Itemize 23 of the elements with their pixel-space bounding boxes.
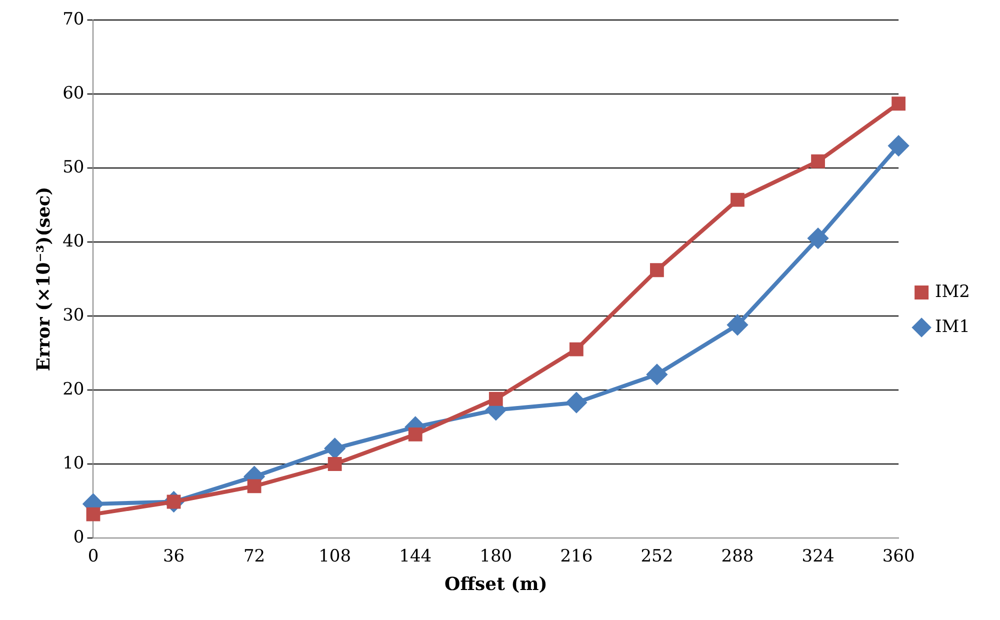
y-tick-label: 70 <box>62 9 84 30</box>
x-tick-label: 180 <box>480 546 512 567</box>
x-tick-label: 360 <box>882 546 915 567</box>
y-tick-label: 60 <box>62 83 84 104</box>
x-tick-label: 216 <box>560 546 593 567</box>
x-tick-label: 72 <box>243 546 266 567</box>
x-tick-label: 0 <box>88 546 99 567</box>
x-axis-title: Offset (m) <box>444 574 548 595</box>
x-tick-label: 324 <box>802 546 834 567</box>
legend-label: IM1 <box>935 316 970 337</box>
y-tick-label: 50 <box>62 157 84 178</box>
x-tick-label: 36 <box>162 546 185 567</box>
x-tick-label: 288 <box>721 546 754 567</box>
y-tick-label: 10 <box>62 453 84 474</box>
y-tick-label: 30 <box>62 305 84 326</box>
y-tick-label: 0 <box>73 527 84 548</box>
y-tick-label: 20 <box>62 379 84 400</box>
y-axis-title: Error (×10⁻³)(sec) <box>33 186 54 372</box>
legend-label: IM2 <box>935 282 970 302</box>
x-tick-label: 108 <box>318 546 352 567</box>
x-tick-label: 252 <box>640 546 674 567</box>
y-tick-label: 40 <box>62 231 84 252</box>
x-tick-label: 144 <box>399 546 432 567</box>
